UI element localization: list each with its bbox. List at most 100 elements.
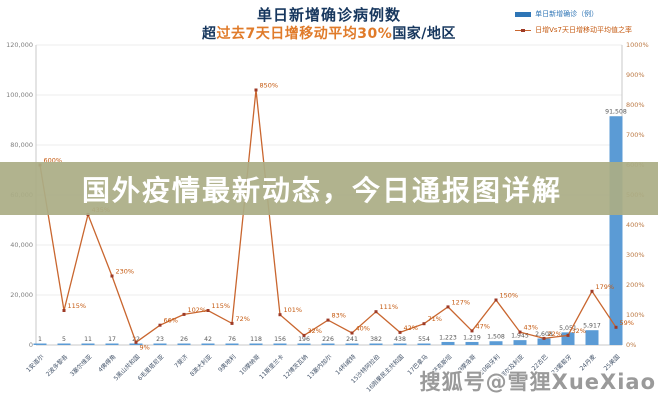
subtitle-prefix: 超 [202,26,217,42]
svg-text:438: 438 [394,336,406,343]
svg-text:1: 1 [38,336,42,343]
svg-text:554: 554 [418,336,430,343]
category-label: 6毛里塔尼亚 [136,353,166,383]
svg-text:120,000: 120,000 [6,41,33,49]
svg-text:0%: 0% [626,341,636,349]
legend-bar-label: 单日新增确诊（例） [535,10,599,18]
bar [249,343,263,345]
line-point [566,333,570,337]
headline-text: 国外疫情最新动态，今日通报图详解 [82,173,563,207]
line-series-swatch-icon [515,28,532,33]
svg-text:1000%: 1000% [626,41,649,49]
line-point [494,298,498,302]
category-label: 11斯里兰卡 [257,353,285,381]
svg-text:1,219: 1,219 [463,334,481,341]
chart-legend: 单日新增确诊（例） 日增Vs7天日增移动平均值之率 [515,9,632,35]
chart-subtitle: 超过去7天日增移动平均30%国家/地区 [0,23,658,43]
bar [177,343,191,345]
svg-text:22: 22 [132,336,140,343]
line-point [614,325,618,329]
svg-text:226: 226 [322,336,334,343]
svg-text:850%: 850% [260,82,279,90]
bar [489,341,503,345]
svg-text:100,000: 100,000 [6,91,33,99]
bar-series-swatch-icon [515,11,532,17]
line-point [278,313,282,317]
svg-text:47%: 47% [476,322,490,330]
svg-text:5,051: 5,051 [559,325,577,332]
headline-overlay-band: 国外疫情最新动态，今日通报图详解 [0,162,658,215]
line-point [254,88,258,92]
line-point [374,310,378,314]
svg-text:382: 382 [370,336,382,343]
legend-line-label: 日增Vs7天日增移动平均值之率 [535,26,632,34]
bar [321,343,335,345]
line-point [542,336,546,340]
bar [369,343,383,345]
bar [441,341,455,345]
svg-text:2,608: 2,608 [535,331,553,338]
line-point [470,329,474,333]
subtitle-suffix: 国家/地区 [392,26,456,42]
svg-text:241: 241 [346,336,358,343]
category-label: 14科威特 [334,353,358,377]
line-point [350,331,354,335]
svg-text:66%: 66% [164,317,178,325]
svg-text:1,223: 1,223 [439,334,457,341]
line-point [326,318,330,322]
svg-text:230%: 230% [116,268,135,276]
svg-text:196: 196 [298,336,310,343]
line-series [38,88,618,344]
bar [417,343,431,345]
line-point [110,274,114,278]
svg-text:43%: 43% [524,324,538,332]
line-point [230,321,234,325]
line-point [134,340,138,344]
line-point [398,330,402,334]
svg-text:9%: 9% [140,343,150,351]
line-point [446,305,450,309]
line-point [302,333,306,337]
svg-text:1,508: 1,508 [487,334,505,341]
svg-text:26: 26 [180,336,188,343]
svg-text:32%: 32% [308,327,322,335]
category-label: 9奥地利 [216,353,237,374]
bar [393,343,407,345]
bar-value-labels: 1 5 11 17 22 23 26 42 76 118 156 196 226 241 382 438 554… [38,109,627,343]
category-label: 8澳大利亚 [188,353,213,378]
svg-text:150%: 150% [500,292,519,300]
svg-text:300%: 300% [626,251,645,259]
bar [225,343,239,345]
legend-item-line: 日增Vs7天日增移动平均值之率 [515,25,632,35]
category-label: 10摩纳哥 [238,353,262,377]
category-label: 3塞尔维亚 [68,353,93,378]
svg-text:32%: 32% [572,327,586,335]
svg-text:179%: 179% [596,283,615,291]
svg-text:72%: 72% [236,315,250,323]
chart-title: 单日新增确诊病例数 [256,6,401,24]
svg-text:59%: 59% [620,319,634,327]
svg-text:127%: 127% [452,298,471,306]
bar [33,343,47,345]
legend-item-bars: 单日新增确诊（例） [515,9,632,19]
bar [57,343,71,345]
bar [129,343,143,345]
svg-text:42: 42 [204,336,212,343]
bar [585,330,599,345]
svg-text:71%: 71% [428,315,442,323]
svg-text:111%: 111% [380,303,399,311]
svg-text:23: 23 [156,336,164,343]
sohu-watermark: 搜狐号@雪狸XueXiao [419,370,656,394]
bar [513,340,527,345]
line-point [62,309,66,312]
right-axis-labels: 1000%900%800%700%600%500%400%300%200%100… [626,41,649,349]
svg-text:115%: 115% [68,302,87,310]
gridlines [36,44,622,346]
svg-text:76: 76 [228,336,236,343]
bar [345,343,359,345]
svg-text:22%: 22% [548,330,562,338]
bar [153,343,167,345]
svg-text:80,000: 80,000 [10,141,33,149]
subtitle-highlight: 过去7天日增移动平均30% [216,26,393,42]
